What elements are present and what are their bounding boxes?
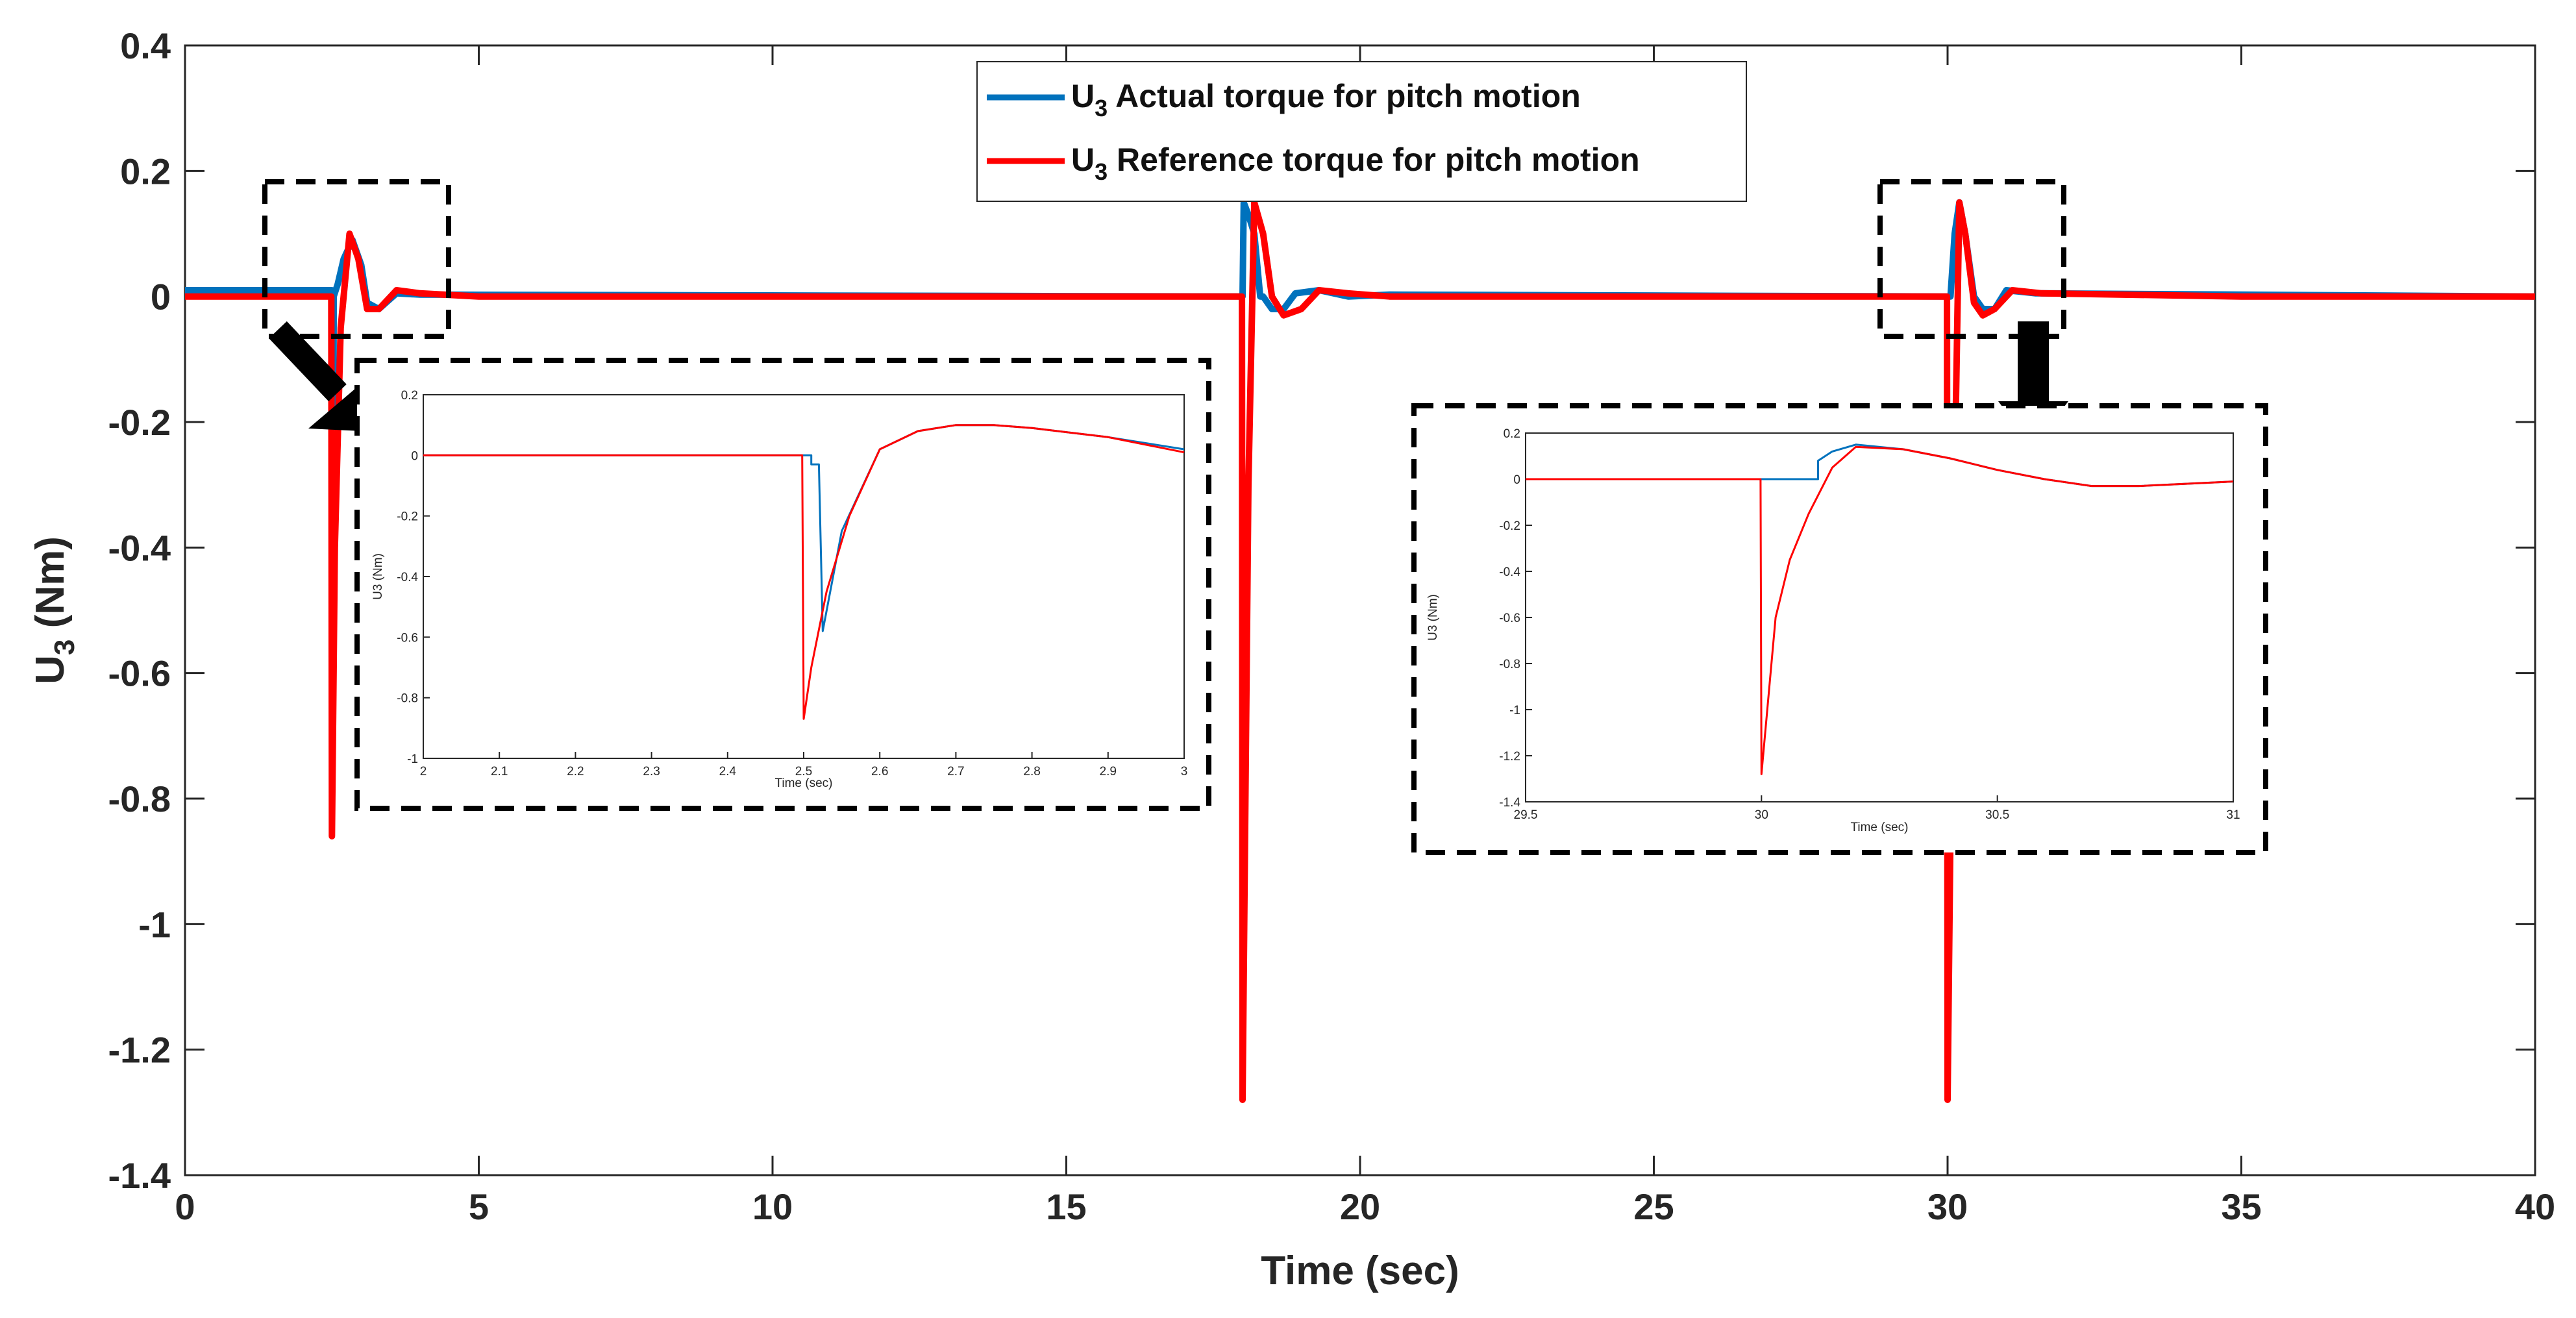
inset-x-tick-label: 30: [1755, 808, 1768, 822]
inset-x-tick-label: 2.6: [871, 765, 888, 778]
y-tick-label: -1.2: [108, 1030, 171, 1071]
inset-y-tick-label: 0.2: [401, 389, 418, 403]
y-tick-label: -0.8: [108, 778, 171, 819]
inset-left-series: [423, 424, 1185, 720]
inset-y-tick-label: -0.2: [1499, 519, 1520, 533]
inset-y-tick-label: -1: [407, 752, 418, 766]
inset-y-tick-label: -0.4: [397, 571, 418, 584]
x-tick-label: 0: [175, 1186, 195, 1227]
inset-y-tick-label: -1: [1509, 704, 1520, 717]
inset-x-tick-label: 2.5: [795, 765, 812, 778]
inset-right-frame: [1525, 432, 2234, 802]
inset-x-tick-label: 2.9: [1100, 765, 1117, 778]
inset-x-tick-label: 31: [2226, 808, 2240, 822]
y-tick-label: 0.4: [120, 25, 171, 66]
inset-y-tick-label: -0.8: [1499, 658, 1520, 671]
inset-right-ticks: 29.5 30 30.5 31 0.2 0 -0.2 -0.4 -0.6 -0.8 -1 -1.2 -1…: [1426, 427, 2240, 834]
inset-y-tick-label: 0: [1513, 473, 1520, 487]
x-tick-label: 15: [1046, 1186, 1086, 1227]
legend-entry-actual: U3 Actual torque for pitch motion: [1071, 78, 1581, 121]
inset-y-tick-label: -0.6: [397, 631, 418, 645]
inset-y-axis-label: U3 (Nm): [1426, 594, 1440, 641]
x-tick-label: 30: [1927, 1186, 1968, 1227]
inset-y-tick-label: -1.2: [1499, 750, 1520, 764]
inset-right: 29.5 30 30.5 31 0.2 0 -0.2 -0.4 -0.6 -0.8 -1 -1.2 -1…: [1411, 403, 2268, 855]
inset-y-tick-label: -0.2: [397, 510, 418, 524]
x-tick-label: 10: [752, 1186, 793, 1227]
y-tick-label: -0.6: [108, 653, 171, 694]
inset-x-tick-label: 2.7: [947, 765, 964, 778]
main-series-1: [185, 199, 2535, 1103]
zoom-box-right: [1877, 179, 2066, 339]
inset-y-axis-label: U3 (Nm): [371, 553, 385, 600]
inset-left: 2 2.1 2.2 2.3 2.4 2.5 2.6 2.7 2.8 2.9 3 0.2 0 -0.2 -0.…: [354, 358, 1211, 811]
x-tick-label: 40: [2515, 1186, 2555, 1227]
inset-y-tick-label: 0: [411, 449, 418, 463]
inset-x-tick-label: 29.5: [1514, 808, 1538, 822]
inset-left-ticks: 2 2.1 2.2 2.3 2.4 2.5 2.6 2.7 2.8 2.9 3 0.2 0 -0.2 -0.…: [371, 389, 1187, 790]
legend-entry-reference: U3 Reference torque for pitch motion: [1071, 142, 1640, 185]
inset-y-tick-label: -0.8: [397, 692, 418, 706]
y-tick-label: -1.4: [108, 1155, 171, 1196]
y-tick-label: -0.4: [108, 527, 171, 568]
inset-x-tick-label: 2.1: [491, 765, 508, 778]
main-series: [185, 199, 2536, 1103]
inset-x-tick-label: 2.3: [643, 765, 660, 778]
inset-x-tick-label: 2: [420, 765, 427, 778]
x-tick-label: 20: [1340, 1186, 1380, 1227]
y-tick-label: -0.2: [108, 402, 171, 443]
inset-right-series-1: [1526, 445, 2234, 775]
x-tick-label: 5: [469, 1186, 489, 1227]
inset-x-axis-label: Time (sec): [774, 777, 832, 790]
inset-x-axis-label: Time (sec): [1850, 821, 1908, 834]
y-tick-label: -1: [138, 904, 171, 945]
legend: U3 Actual torque for pitch motion U3 Ref…: [976, 61, 1747, 202]
x-tick-label: 25: [1633, 1186, 1674, 1227]
inset-y-tick-label: 0.2: [1504, 427, 1520, 441]
inset-y-tick-label: -0.4: [1499, 566, 1520, 579]
inset-x-tick-label: 2.8: [1023, 765, 1040, 778]
inset-x-tick-label: 3: [1181, 765, 1188, 778]
inset-x-tick-label: 2.4: [719, 765, 737, 778]
main-plot: 0 5 10 15 20 25 30 35 400.40.20-0.2-0.4-0.6-0.8-…: [108, 25, 2556, 1227]
x-tick-label: 35: [2221, 1186, 2261, 1227]
x-axis-label: Time (sec): [1261, 1249, 1459, 1293]
inset-right-series: [1526, 443, 2234, 775]
inset-left-series-1: [423, 424, 1185, 720]
y-axis-label: U3 (Nm): [28, 536, 80, 684]
legend-box: [976, 61, 1747, 202]
inset-y-tick-label: -1.4: [1499, 796, 1520, 810]
zoom-box-left: [262, 179, 451, 339]
y-tick-label: 0.2: [120, 151, 171, 192]
inset-x-tick-label: 2.2: [567, 765, 584, 778]
inset-y-tick-label: -0.6: [1499, 612, 1520, 625]
main-ticks: 0 5 10 15 20 25 30 35 400.40.20-0.2-0.4-0.6-0.8-…: [108, 25, 2556, 1227]
y-tick-label: 0: [151, 277, 171, 317]
inset-x-tick-label: 30.5: [1985, 808, 2009, 822]
